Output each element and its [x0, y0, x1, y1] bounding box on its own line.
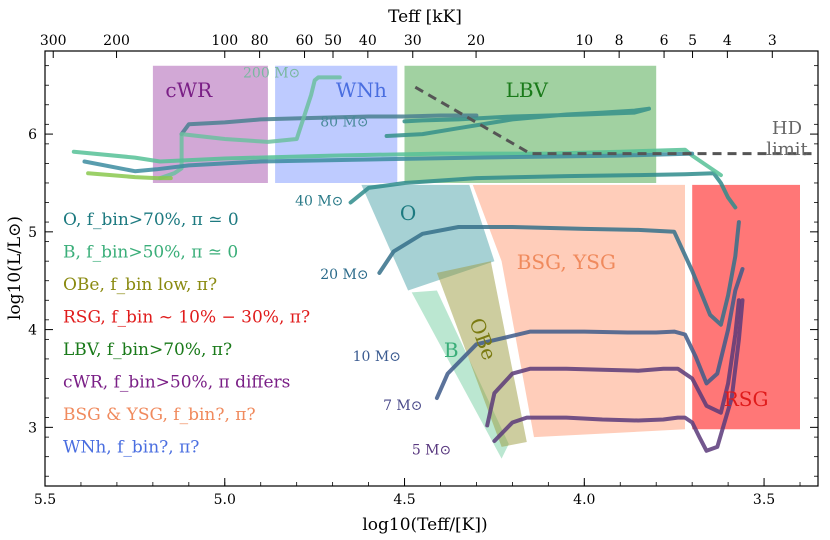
top-tick-label: 80 — [251, 33, 269, 49]
top-tick-label: 3 — [768, 33, 777, 49]
track-label-200-m: 200 M⊙ — [243, 65, 300, 81]
track-label-20-m: 20 M⊙ — [320, 267, 368, 283]
top-tick-label: 5 — [688, 33, 697, 49]
track-label-10-m: 10 M⊙ — [353, 349, 401, 365]
legend-item: cWR, f_bin>50%, π differs — [63, 373, 290, 393]
top-x-axis-label: Teff [kK] — [388, 7, 462, 27]
plot-frame — [44, 50, 819, 487]
legend-item: LBV, f_bin>70%, π? — [63, 340, 232, 360]
x-tick-label: 5.0 — [214, 492, 236, 508]
top-tick-label: 200 — [103, 33, 130, 49]
top-tick-label: 40 — [359, 33, 377, 49]
y-axis-label: log10(L/L⊙) — [5, 216, 25, 320]
top-tick-label: 8 — [615, 33, 624, 49]
region-b — [411, 290, 509, 459]
x-tick-label: 3.5 — [753, 492, 775, 508]
top-tick-label: 100 — [211, 33, 238, 49]
legend: O, f_bin>70%, π ≃ 0 B, f_bin>50%, π ≃ 0 OB… — [63, 210, 310, 458]
axes-layer: 5.5 5.0 4.5 4.0 3.5 3 4 5 6 300 200 100 80 60 50 40 30 20… — [28, 33, 819, 508]
region-o — [361, 184, 495, 291]
track-label-5-m: 5 M⊙ — [412, 443, 451, 459]
x-tick-label: 5.5 — [34, 492, 56, 508]
track-200-m — [158, 75, 342, 181]
legend-item: BSG & YSG, f_bin?, π? — [63, 405, 256, 425]
y-tick-label: 4 — [28, 323, 37, 339]
track-zams-lower — [86, 171, 173, 181]
track-40-m — [348, 171, 738, 210]
hd-limit-label-bottom: limit — [766, 139, 808, 160]
track-7-m — [485, 298, 741, 428]
legend-item: WNh, f_bin?, π? — [63, 438, 199, 458]
region-label-rsg: RSG — [724, 387, 769, 411]
x-tick-label: 4.5 — [393, 492, 415, 508]
top-tick-label: 50 — [324, 33, 342, 49]
track-5-m — [492, 298, 745, 453]
track-label-80-m: 80 M⊙ — [320, 114, 368, 130]
x-tick-label: 4.0 — [573, 492, 595, 508]
track-120-m — [179, 113, 479, 137]
legend-item: OBe, f_bin low, π? — [63, 275, 217, 295]
y-tick-label: 5 — [28, 225, 37, 241]
track-labels-layer: 200 M⊙ 80 M⊙ 40 M⊙ 20 M⊙ 10 M⊙ 7 M⊙ 5 M⊙ — [243, 65, 451, 458]
top-tick-label: 10 — [575, 33, 593, 49]
track-label-40-m: 40 M⊙ — [295, 193, 343, 209]
legend-item: RSG, f_bin ~ 10% − 30%, π? — [63, 308, 310, 328]
y-tick-label: 6 — [28, 127, 37, 143]
y-tick-label: 3 — [28, 420, 37, 436]
top-tick-label: 4 — [723, 33, 732, 49]
track-20-m — [377, 220, 741, 327]
region-label-wnh: WNh — [336, 78, 387, 102]
track-label-7-m: 7 M⊙ — [383, 398, 422, 414]
region-bsg-ysg — [472, 184, 685, 438]
top-tick-label: 20 — [467, 33, 485, 49]
region-label-o: O — [400, 201, 416, 225]
top-tick-label: 300 — [40, 33, 67, 49]
region-label-lbv: LBV — [506, 78, 549, 102]
region-obe — [436, 261, 527, 447]
region-label-b: B — [444, 338, 459, 362]
region-label-bsg-ysg: BSG, YSG — [517, 250, 616, 274]
top-tick-label: 6 — [660, 33, 669, 49]
top-tick-label: 30 — [404, 33, 422, 49]
legend-item: O, f_bin>70%, π ≃ 0 — [63, 210, 239, 230]
track-10-m — [434, 267, 745, 400]
track-zams-mid — [82, 151, 695, 174]
region-label-cwr: cWR — [165, 78, 213, 102]
legend-item: B, f_bin>50%, π ≃ 0 — [63, 243, 238, 263]
x-axis-label: log10(Teff/[K]) — [362, 515, 487, 535]
top-tick-label: 60 — [296, 33, 314, 49]
hd-limit-label-top: HD — [772, 118, 802, 139]
track-zams-upper — [71, 147, 723, 178]
